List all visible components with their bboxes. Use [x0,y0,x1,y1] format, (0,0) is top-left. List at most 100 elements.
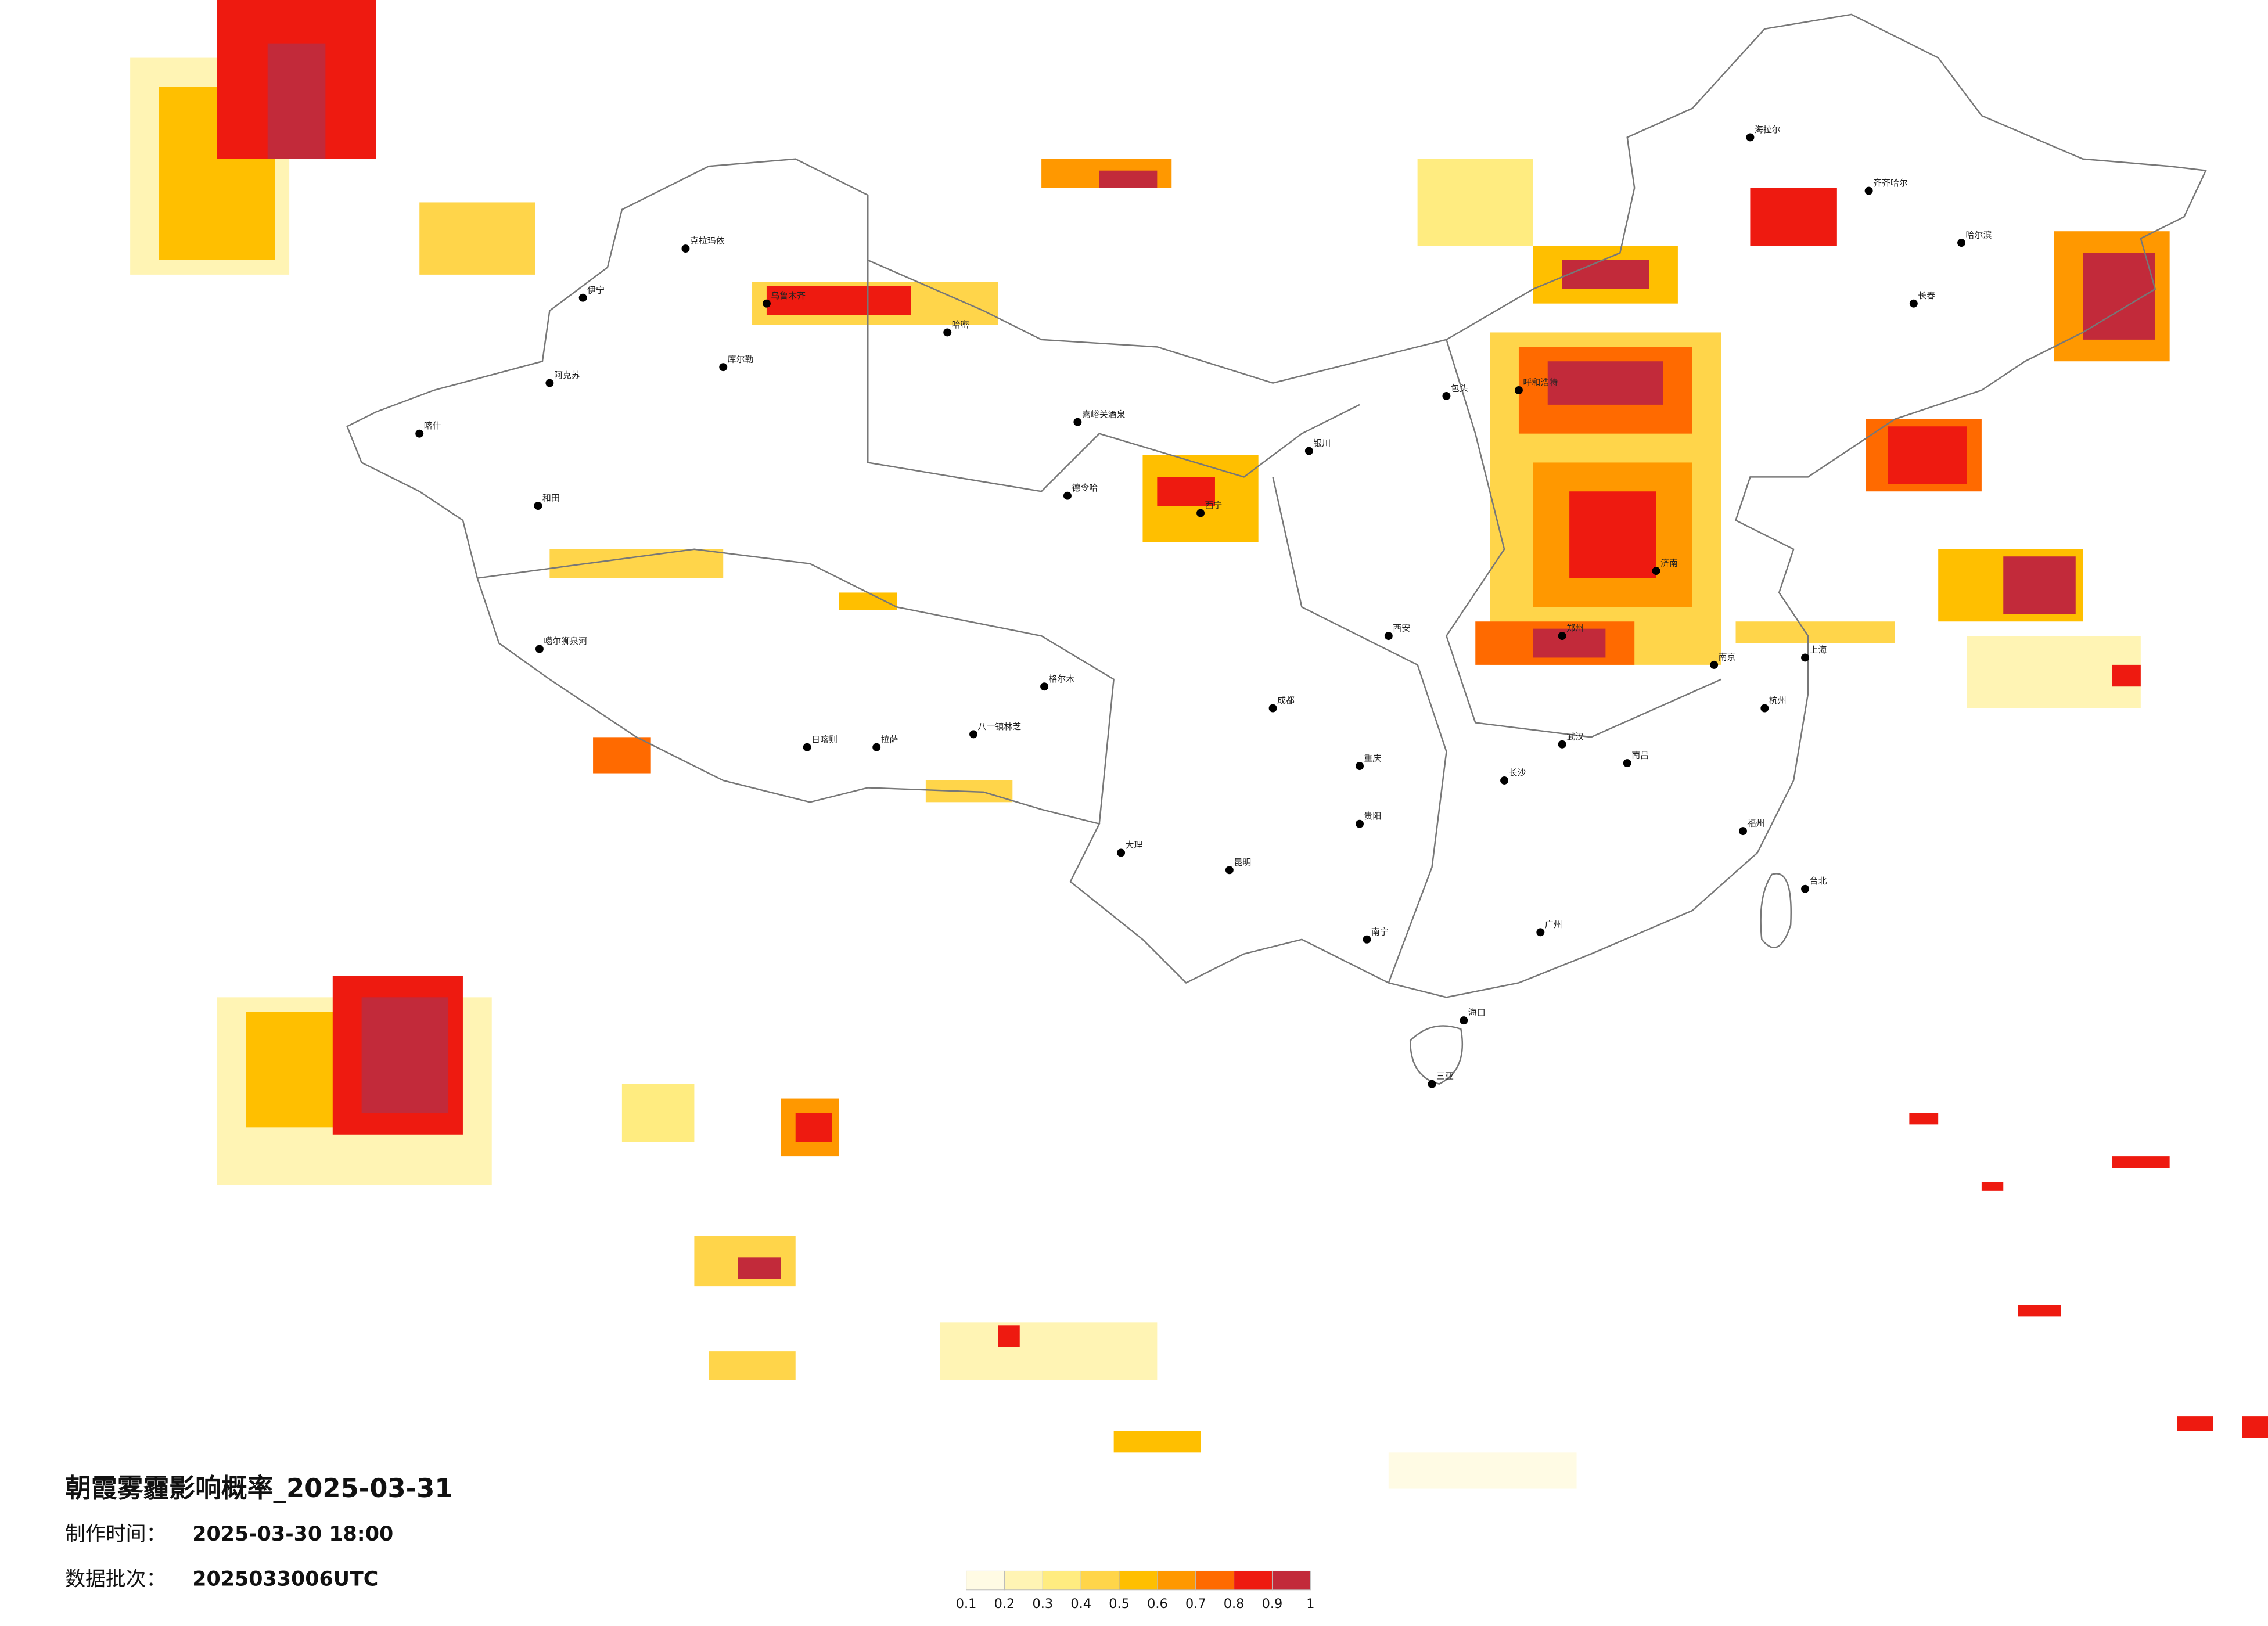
city-label: 南京 [1719,652,1736,662]
city-label: 伊宁 [587,285,605,295]
legend-swatch [966,1570,1005,1591]
city-dot [1040,682,1049,691]
legend-tick-label: 0.9 [1262,1596,1283,1611]
legend-swatch [1195,1570,1235,1591]
city-label: 福州 [1747,818,1764,829]
city-dot [1442,391,1451,400]
city-label: 银川 [1313,438,1331,448]
city-dot [1384,632,1393,641]
legend-tick-label: 0.3 [1033,1596,1054,1611]
city-dot [1225,866,1234,875]
city-label: 克拉玛依 [690,236,725,246]
city-label: 乌鲁木齐 [771,290,806,301]
city-dot [1909,299,1918,308]
city-dot [1460,1016,1468,1025]
city-label: 长沙 [1509,768,1526,778]
legend-swatch [1271,1570,1311,1591]
city-dot [1558,632,1566,641]
city-dot [1063,491,1072,500]
city-label: 哈尔滨 [1965,230,1992,240]
city-dot [1073,418,1082,426]
city-dot [1356,762,1364,771]
legend-swatch [1004,1570,1043,1591]
city-dot [534,502,542,510]
legend-tick-label: 0.7 [1185,1596,1206,1611]
city-label: 德令哈 [1072,483,1098,493]
city-label: 呼和浩特 [1523,377,1558,388]
city-dot [1268,704,1277,713]
city-label: 西宁 [1205,500,1223,510]
legend-tick-label: 0.8 [1224,1596,1245,1611]
city-label: 上海 [1810,645,1827,655]
city-label: 大理 [1126,840,1143,850]
city-label: 南宁 [1371,926,1389,937]
legend-swatch [1157,1570,1196,1591]
city-label: 武汉 [1566,731,1584,742]
city-dot [1746,133,1755,142]
city-label: 海拉尔 [1755,124,1781,135]
borders [346,13,2207,1085]
city-label: 齐齐哈尔 [1873,178,1908,188]
city-dot [1623,759,1631,768]
city-label: 阿克苏 [554,370,580,380]
city-label: 包头 [1451,383,1468,394]
legend-tick-label: 0.4 [1070,1596,1091,1611]
legend-tick-label: 0.2 [994,1596,1015,1611]
city-label: 杭州 [1769,695,1787,706]
city-label: 重庆 [1364,753,1381,764]
city-dot [1536,928,1545,937]
city-dot [1760,704,1769,713]
city-label: 济南 [1660,558,1678,569]
batch: 2025033006UTC [192,1567,378,1591]
city-label: 三亚 [1436,1071,1454,1081]
city-label: 拉萨 [881,734,898,744]
city-label: 日喀则 [811,734,838,744]
legend-tick-label: 0.6 [1147,1596,1168,1611]
city-label: 广州 [1545,919,1562,930]
city-dot [545,379,554,387]
city-dot [415,429,424,438]
city-dot [943,328,952,337]
city-dot [1428,1080,1436,1088]
legend-tick-label: 1 [1306,1596,1314,1611]
city-dot [1356,819,1364,828]
legend: 0.1 0.2 0.3 0.4 0.5 0.6 0.7 0.8 0.9 1 [956,1570,1314,1611]
legend-tick-label: 0.5 [1109,1596,1130,1611]
city-label: 海口 [1468,1008,1486,1018]
city-label: 库尔勒 [728,354,754,365]
city-dot [1710,660,1719,669]
legend-swatch [1042,1570,1081,1591]
city-label: 嘉峪关酒泉 [1082,409,1126,419]
city-dot [578,293,587,302]
city-label: 西安 [1393,623,1410,634]
city-label: 成都 [1277,695,1295,706]
legend-swatch [1080,1570,1120,1591]
city-dot [1117,848,1126,857]
legend-swatch [1119,1570,1158,1591]
title: 朝霞雾霾影响概率_2025-03-31 [65,1473,453,1503]
city-label: 郑州 [1566,623,1584,634]
city-dot [872,743,881,751]
city-dot [803,743,811,751]
made-label: 制作时间： [65,1523,166,1546]
legend-swatch [1234,1570,1273,1591]
city-label: 和田 [542,493,560,503]
city-dot [1652,567,1660,575]
city-label: 格尔木 [1049,674,1075,684]
city-label: 长春 [1918,290,1935,301]
city-label: 八一镇林芝 [978,721,1022,732]
city-label: 台北 [1810,876,1827,886]
city-dot [719,363,728,372]
city-dot [1363,935,1371,944]
city-dot [1801,653,1810,662]
city-dot [1864,186,1873,195]
city-dot [762,299,771,308]
city-label: 南昌 [1631,750,1649,761]
city-dot [1957,239,1966,247]
city-label: 喀什 [424,420,441,431]
city-label: 哈密 [952,319,969,330]
city-dot [1196,509,1205,517]
